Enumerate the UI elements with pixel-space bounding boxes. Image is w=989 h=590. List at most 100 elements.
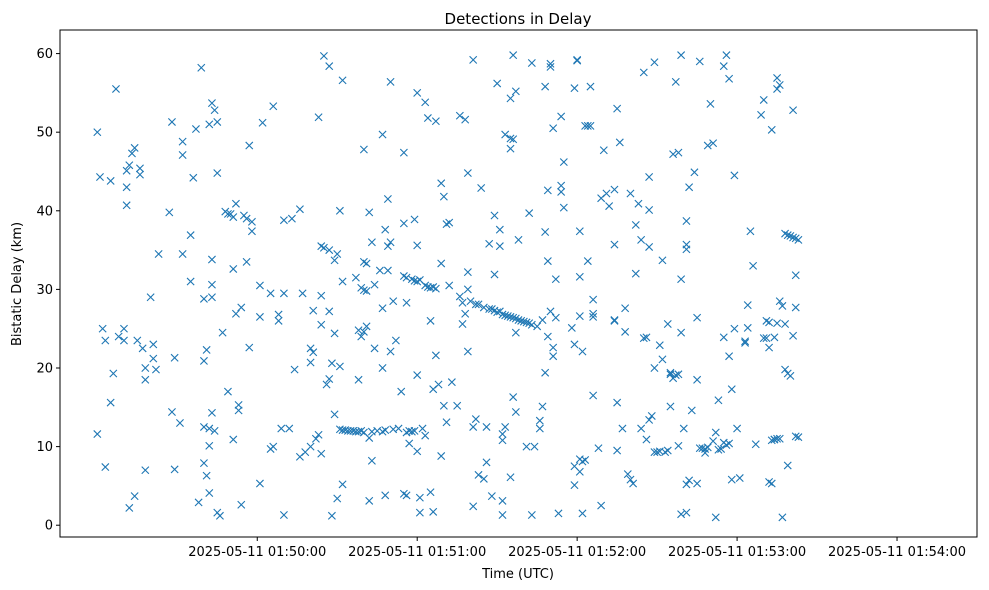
- data-point: [295, 205, 304, 214]
- data-point: [533, 322, 542, 331]
- data-point: [490, 211, 499, 220]
- data-point: [317, 449, 326, 458]
- data-point: [474, 470, 483, 479]
- data-point: [95, 173, 104, 181]
- data-point: [527, 511, 536, 519]
- data-point: [461, 309, 470, 318]
- data-point: [197, 63, 206, 72]
- data-point: [709, 437, 718, 446]
- data-point: [274, 310, 283, 319]
- data-point: [330, 329, 339, 338]
- data-point: [149, 340, 158, 349]
- data-point: [663, 319, 672, 328]
- data-point: [325, 307, 334, 316]
- data-point: [741, 338, 750, 347]
- data-point: [426, 316, 435, 325]
- data-point: [789, 331, 798, 340]
- data-point: [778, 301, 787, 310]
- data-point: [437, 259, 446, 268]
- data-point: [383, 266, 392, 275]
- data-point: [541, 368, 550, 377]
- data-point: [581, 455, 590, 464]
- data-point: [279, 216, 288, 225]
- data-point: [583, 121, 592, 130]
- data-point: [501, 130, 510, 139]
- data-point: [759, 95, 768, 104]
- data-point: [642, 435, 651, 444]
- data-point: [711, 428, 720, 437]
- data-point: [554, 509, 563, 518]
- data-point: [447, 378, 456, 387]
- data-point: [359, 257, 368, 266]
- data-point: [231, 199, 240, 208]
- data-point: [631, 269, 640, 278]
- data-point: [671, 77, 680, 86]
- data-point: [362, 286, 371, 295]
- data-point: [306, 358, 315, 367]
- data-point: [199, 422, 208, 431]
- data-point: [429, 507, 438, 516]
- data-point: [285, 424, 294, 433]
- data-point: [506, 94, 515, 103]
- data-point: [327, 511, 336, 520]
- data-point: [727, 385, 736, 394]
- data-point: [621, 327, 630, 336]
- data-point: [509, 393, 518, 402]
- data-point: [463, 347, 472, 356]
- data-point: [333, 494, 342, 503]
- data-point: [367, 238, 376, 247]
- data-point: [269, 442, 278, 451]
- data-point: [741, 337, 750, 346]
- data-point: [455, 292, 464, 301]
- data-point: [463, 169, 472, 178]
- data-point: [575, 227, 584, 236]
- data-point: [215, 511, 224, 520]
- data-point: [431, 117, 440, 126]
- data-point: [749, 261, 758, 270]
- data-point: [469, 422, 478, 431]
- data-point: [511, 328, 520, 337]
- data-point: [511, 408, 520, 417]
- plot-frame: [59, 29, 978, 538]
- data-point: [458, 298, 467, 307]
- data-point: [610, 185, 619, 194]
- data-point: [746, 227, 755, 236]
- data-point: [575, 312, 584, 321]
- y-tick-label: 30: [36, 283, 53, 298]
- data-point: [498, 511, 507, 519]
- data-point: [791, 303, 800, 312]
- data-point: [575, 272, 584, 281]
- data-point: [306, 344, 315, 353]
- data-point: [522, 318, 531, 327]
- data-point: [418, 424, 427, 433]
- data-point: [125, 503, 134, 512]
- data-point: [207, 255, 216, 264]
- data-point: [231, 309, 240, 318]
- data-point: [479, 474, 488, 483]
- x-axis: 2025-05-11 01:50:00 2025-05-11 01:51:00 20…: [188, 537, 966, 560]
- data-point: [471, 300, 480, 309]
- data-point: [621, 304, 630, 313]
- data-point: [119, 336, 128, 345]
- data-point: [733, 424, 742, 433]
- data-point: [687, 406, 696, 415]
- data-point: [205, 120, 214, 129]
- data-point: [167, 408, 176, 417]
- data-point: [141, 364, 150, 372]
- data-point: [789, 106, 798, 115]
- data-point: [258, 118, 267, 127]
- data-point: [178, 250, 187, 259]
- data-point: [495, 242, 504, 251]
- data-point: [674, 148, 683, 157]
- y-tick-label: 10: [36, 440, 53, 455]
- data-point: [199, 459, 208, 468]
- data-point: [474, 300, 483, 309]
- data-point: [722, 441, 731, 450]
- data-point: [413, 241, 422, 250]
- data-point: [538, 402, 547, 411]
- data-point: [466, 297, 475, 306]
- data-point: [695, 57, 704, 66]
- data-point: [567, 323, 576, 332]
- data-point: [703, 141, 712, 150]
- data-point: [661, 448, 670, 457]
